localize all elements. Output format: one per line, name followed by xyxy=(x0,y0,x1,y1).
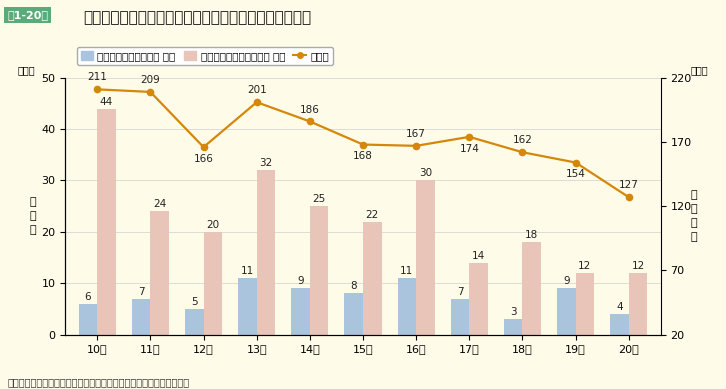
Bar xyxy=(557,288,576,335)
Bar xyxy=(78,304,97,335)
Bar xyxy=(523,242,541,335)
Bar xyxy=(185,309,203,335)
重傷者 xyxy=(571,160,580,165)
Text: 168: 168 xyxy=(353,151,373,161)
重傷者 xyxy=(306,119,314,124)
Text: 18: 18 xyxy=(525,230,539,240)
Bar xyxy=(469,263,488,335)
Bar xyxy=(504,319,523,335)
重傷者 xyxy=(253,100,261,105)
Text: 12: 12 xyxy=(632,261,645,271)
Line: 重傷者: 重傷者 xyxy=(94,86,632,200)
Text: 11: 11 xyxy=(241,266,254,276)
Text: 14: 14 xyxy=(472,251,485,261)
Bar xyxy=(363,222,382,335)
Bar xyxy=(451,299,469,335)
重傷者 xyxy=(93,87,102,92)
Bar xyxy=(291,288,310,335)
Text: 127: 127 xyxy=(619,180,639,190)
Text: 30: 30 xyxy=(419,168,432,179)
Text: 6: 6 xyxy=(85,292,91,302)
Bar xyxy=(132,299,150,335)
Text: チャイルドシート使用有無別死者数及び重傷者数の推移: チャイルドシート使用有無別死者数及び重傷者数の推移 xyxy=(83,10,311,25)
Text: 44: 44 xyxy=(100,96,113,107)
Text: 11: 11 xyxy=(400,266,414,276)
Text: 8: 8 xyxy=(351,281,357,291)
Bar xyxy=(257,170,275,335)
Text: 12: 12 xyxy=(579,261,592,271)
Bar xyxy=(416,180,435,335)
Text: 4: 4 xyxy=(616,302,623,312)
Text: （人）: （人） xyxy=(690,65,708,75)
Bar xyxy=(610,314,629,335)
Y-axis label: 死
者
数: 死 者 数 xyxy=(29,198,36,235)
Text: 174: 174 xyxy=(460,144,479,154)
Bar xyxy=(150,211,169,335)
Text: 201: 201 xyxy=(247,85,266,95)
重傷者 xyxy=(359,142,367,147)
Bar xyxy=(398,278,416,335)
Text: 186: 186 xyxy=(300,105,319,114)
Text: 162: 162 xyxy=(513,135,532,145)
重傷者 xyxy=(412,144,420,148)
Y-axis label: 重
傷
者
数: 重 傷 者 数 xyxy=(690,191,697,242)
Legend: チャイルドシート使用 死者, チャイルドシート不使用 死者, 重傷者: チャイルドシート使用 死者, チャイルドシート不使用 死者, 重傷者 xyxy=(76,47,333,65)
Bar xyxy=(344,293,363,335)
Text: 7: 7 xyxy=(138,287,144,296)
Text: 3: 3 xyxy=(510,307,516,317)
Text: 20: 20 xyxy=(206,220,219,230)
Text: 24: 24 xyxy=(153,199,166,209)
Text: 209: 209 xyxy=(141,75,160,85)
Text: 211: 211 xyxy=(87,72,107,82)
Text: 5: 5 xyxy=(191,297,197,307)
Bar xyxy=(310,206,328,335)
重傷者 xyxy=(518,150,527,154)
重傷者 xyxy=(199,145,208,149)
Text: 22: 22 xyxy=(366,210,379,219)
Text: 32: 32 xyxy=(259,158,273,168)
Text: 7: 7 xyxy=(457,287,463,296)
Bar xyxy=(203,232,222,335)
Bar xyxy=(576,273,594,335)
Text: 9: 9 xyxy=(563,276,570,286)
Text: 154: 154 xyxy=(566,170,586,179)
Text: （人）: （人） xyxy=(18,65,36,75)
Bar xyxy=(238,278,257,335)
Text: 25: 25 xyxy=(312,194,326,204)
重傷者 xyxy=(465,135,473,139)
Bar xyxy=(97,109,116,335)
Text: 第1-20図: 第1-20図 xyxy=(7,10,48,20)
Text: 9: 9 xyxy=(297,276,304,286)
Text: 167: 167 xyxy=(407,129,426,139)
重傷者 xyxy=(146,89,155,94)
Text: 注　警察庁資料により作成。ただし、「使用不明」は省略している。: 注 警察庁資料により作成。ただし、「使用不明」は省略している。 xyxy=(7,377,189,387)
Bar xyxy=(629,273,648,335)
Text: 166: 166 xyxy=(194,154,213,164)
重傷者 xyxy=(624,195,633,200)
